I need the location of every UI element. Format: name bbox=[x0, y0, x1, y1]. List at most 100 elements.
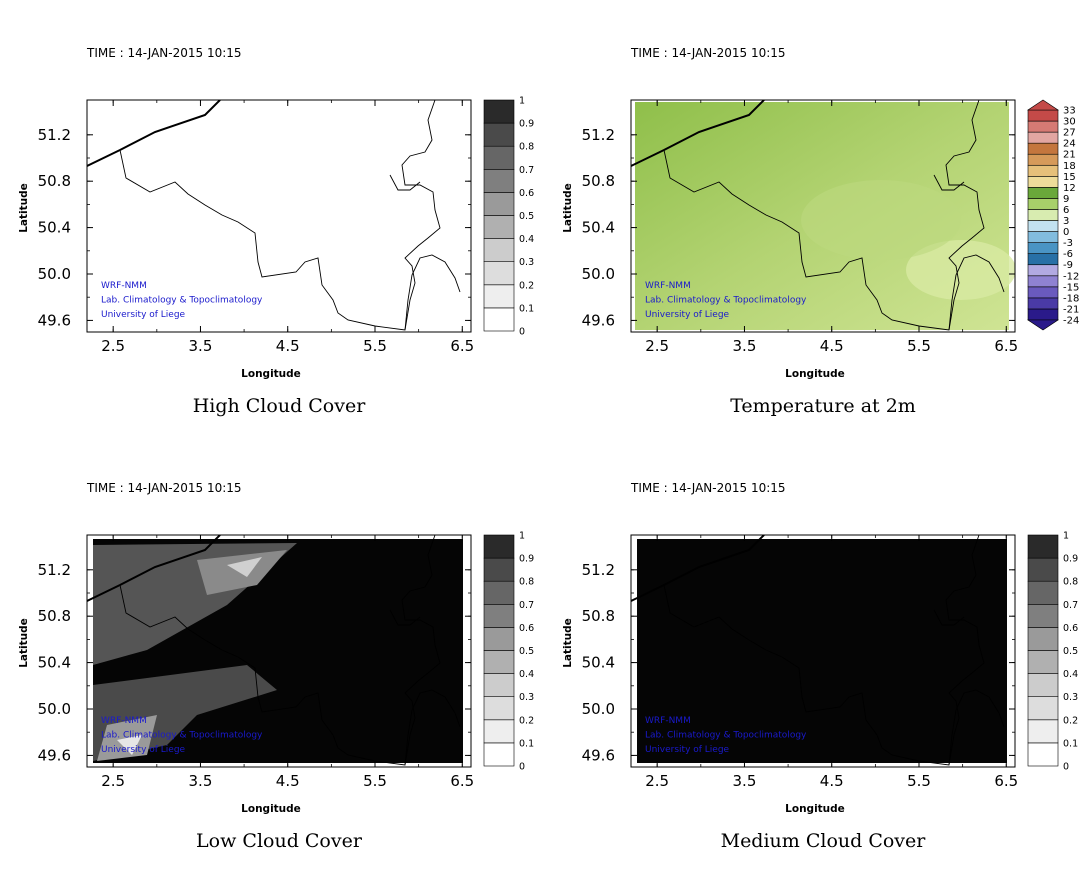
y-tick-label: 51.2 bbox=[38, 561, 71, 579]
y-tick-label: 51.2 bbox=[582, 126, 615, 144]
colorbar: 0 0.1 0.2 0.3 0.4 0.5 0.6 0.7 0.8 0.9 1 bbox=[483, 531, 534, 773]
colorbar-bin bbox=[483, 580, 515, 605]
colorbar: -24-21-18-15-12-9-6-30369121518212427303… bbox=[1027, 99, 1079, 331]
colorbar-bin bbox=[1027, 264, 1059, 277]
x-tick-label: 3.5 bbox=[733, 337, 757, 355]
credit-line: University of Liege bbox=[645, 310, 730, 320]
colorbar-bin bbox=[483, 284, 515, 309]
colorbar-tick-label: 0.4 bbox=[1063, 669, 1078, 680]
colorbar-bin bbox=[1027, 209, 1059, 221]
colorbar-tick-label: -21 bbox=[1063, 304, 1079, 315]
plot-frame bbox=[630, 534, 1016, 768]
x-tick-label: 2.5 bbox=[101, 772, 125, 790]
colorbar-bin bbox=[483, 192, 515, 216]
colorbar-bin bbox=[483, 122, 515, 147]
credits: WRF-NMM Lab. Climatology & Topoclimatolog… bbox=[101, 281, 263, 320]
colorbar-bin bbox=[483, 719, 515, 744]
x-tick-label: 4.5 bbox=[820, 337, 844, 355]
credit-line: Lab. Climatology & Topoclimatology bbox=[645, 296, 807, 306]
map-svg: TIME : 14-JAN-2015 10:15 2.5 3.5 4.5 5.5 6.5 5… bbox=[562, 46, 1079, 380]
colorbar-tick-label: 12 bbox=[1063, 183, 1076, 194]
x-tick-label: 4.5 bbox=[276, 337, 300, 355]
colorbar-tick-label: 0.1 bbox=[1063, 738, 1078, 749]
y-tick-label: 50.4 bbox=[582, 219, 615, 237]
colorbar-tick-label: 0.4 bbox=[519, 234, 534, 245]
colorbar-arrow-top bbox=[1027, 99, 1059, 111]
map-svg: TIME : 14-JAN-2015 10:15 2.5 3.5 4.5 5.5 6.5 5… bbox=[562, 481, 1078, 815]
y-tick-label: 50.4 bbox=[582, 654, 615, 672]
x-axis: 2.5 3.5 4.5 5.5 6.5 bbox=[645, 100, 1018, 355]
colorbar-tick-label: 30 bbox=[1063, 117, 1076, 128]
colorbar-tick-label: 0.3 bbox=[519, 257, 534, 268]
colorbar-bin bbox=[483, 261, 515, 286]
colorbar-bin bbox=[1027, 142, 1059, 155]
panel-title: Low Cloud Cover bbox=[196, 830, 362, 852]
colorbar-tick-label: 6 bbox=[1063, 205, 1069, 216]
colorbar-tick-label: -12 bbox=[1063, 271, 1079, 282]
colorbar-bin bbox=[1027, 242, 1059, 254]
map-panel-4: TIME : 14-JAN-2015 10:15 2.5 3.5 4.5 5.5 6.5 5… bbox=[544, 435, 1087, 869]
x-tick-label: 6.5 bbox=[994, 772, 1018, 790]
data-field bbox=[93, 539, 463, 763]
y-tick-label: 51.2 bbox=[582, 561, 615, 579]
colorbar-tick-label: -3 bbox=[1063, 238, 1073, 249]
credit-line: WRF-NMM bbox=[101, 716, 147, 726]
colorbar-bin bbox=[1027, 198, 1059, 210]
x-axis-label: Longitude bbox=[241, 803, 301, 815]
time-label: TIME : 14-JAN-2015 10:15 bbox=[630, 46, 786, 60]
colorbar-tick-label: 0.7 bbox=[519, 600, 534, 611]
credit-line: University of Liege bbox=[645, 745, 730, 755]
x-axis: 2.5 3.5 4.5 5.5 6.5 bbox=[101, 100, 474, 355]
colorbar-bin bbox=[1027, 187, 1059, 199]
credit-line: WRF-NMM bbox=[101, 281, 147, 291]
x-tick-label: 3.5 bbox=[733, 772, 757, 790]
colorbar-bin bbox=[1027, 297, 1059, 310]
colorbar-bin bbox=[1027, 534, 1059, 559]
colorbar-tick-label: 0.7 bbox=[1063, 600, 1078, 611]
x-tick-label: 3.5 bbox=[189, 337, 213, 355]
colorbar-bin bbox=[1027, 557, 1059, 582]
colorbar-bin bbox=[483, 99, 515, 124]
y-tick-label: 49.6 bbox=[582, 311, 615, 329]
x-tick-label: 5.5 bbox=[363, 772, 387, 790]
colorbar-tick-label: 0.4 bbox=[519, 669, 534, 680]
colorbar-tick-label: 1 bbox=[1063, 531, 1069, 542]
x-tick-label: 6.5 bbox=[994, 337, 1018, 355]
data-field bbox=[87, 100, 471, 332]
colorbar-tick-label: 0.8 bbox=[1063, 577, 1078, 588]
data-field bbox=[637, 539, 1007, 763]
y-tick-label: 49.6 bbox=[582, 746, 615, 764]
colorbar-tick-label: 33 bbox=[1063, 106, 1076, 117]
colorbar-tick-label: -24 bbox=[1063, 316, 1079, 327]
panel-title: High Cloud Cover bbox=[192, 395, 366, 417]
colorbar-bin bbox=[1027, 231, 1059, 243]
plot-frame bbox=[86, 99, 472, 333]
colorbar-bin bbox=[483, 627, 515, 651]
panel-title: Temperature at 2m bbox=[730, 395, 916, 417]
credit-line: Lab. Climatology & Topoclimatology bbox=[645, 731, 807, 741]
colorbar-tick-label: 21 bbox=[1063, 150, 1076, 161]
colorbar: 0 0.1 0.2 0.3 0.4 0.5 0.6 0.7 0.8 0.9 1 bbox=[483, 96, 534, 338]
colorbar-tick-label: 1 bbox=[519, 531, 525, 542]
colorbar-bin bbox=[1027, 253, 1059, 266]
colorbar-tick-label: 0 bbox=[519, 762, 525, 773]
colorbar-bin bbox=[1027, 176, 1059, 188]
x-tick-label: 2.5 bbox=[645, 772, 669, 790]
colorbar-bin bbox=[483, 604, 515, 628]
y-tick-label: 50.8 bbox=[38, 172, 71, 190]
colorbar-bin bbox=[1027, 696, 1059, 721]
colorbar-bin bbox=[483, 673, 515, 698]
credit-line: WRF-NMM bbox=[645, 716, 691, 726]
colorbar-tick-label: 0.8 bbox=[519, 577, 534, 588]
x-tick-label: 5.5 bbox=[907, 772, 931, 790]
x-tick-label: 6.5 bbox=[450, 772, 474, 790]
colorbar-bin bbox=[483, 169, 515, 193]
colorbar-tick-label: 0.5 bbox=[1063, 646, 1078, 657]
time-label: TIME : 14-JAN-2015 10:15 bbox=[86, 46, 242, 60]
time-label: TIME : 14-JAN-2015 10:15 bbox=[86, 481, 242, 495]
colorbar-bin bbox=[1027, 220, 1059, 232]
x-tick-label: 5.5 bbox=[363, 337, 387, 355]
x-axis-label: Longitude bbox=[241, 368, 301, 380]
y-tick-label: 49.6 bbox=[38, 746, 71, 764]
